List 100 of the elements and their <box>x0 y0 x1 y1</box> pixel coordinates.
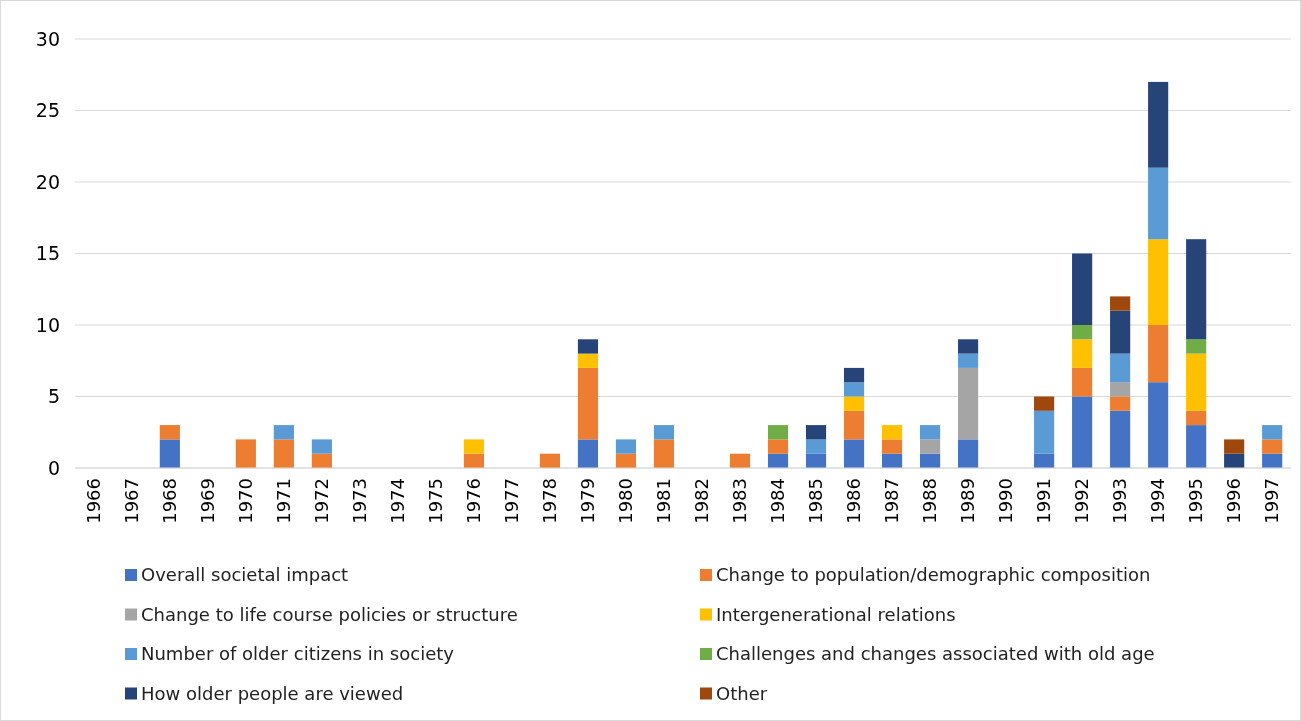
bar <box>577 367 599 440</box>
bar <box>881 425 903 440</box>
bar <box>1072 325 1093 340</box>
bar <box>881 439 903 454</box>
bar <box>920 425 941 440</box>
bar <box>729 453 751 468</box>
bar <box>539 453 561 468</box>
bar <box>311 439 332 454</box>
bar <box>463 439 485 454</box>
bar <box>235 439 256 468</box>
legend-label: Change to life course policies or structure <box>141 603 518 625</box>
bar <box>1148 167 1169 240</box>
y-tick-label: 30 <box>35 27 60 50</box>
y-tick-label: 15 <box>35 242 60 265</box>
bar <box>805 425 827 440</box>
bar <box>577 439 599 468</box>
bar <box>463 453 485 468</box>
x-tick-label: 1989 <box>957 478 979 524</box>
bar <box>1072 253 1093 325</box>
bar <box>1224 453 1245 468</box>
bar <box>577 339 599 354</box>
x-tick-label: 1972 <box>311 478 333 524</box>
bar <box>843 410 865 440</box>
bar <box>1148 81 1169 168</box>
bar <box>1148 239 1169 325</box>
legend-label: Number of older citizens in society <box>141 643 455 665</box>
x-tick-label: 1975 <box>425 478 447 524</box>
bar <box>958 439 979 468</box>
bar <box>577 353 599 368</box>
x-tick-label: 1968 <box>159 478 181 524</box>
bar <box>653 439 675 468</box>
bar <box>1148 382 1169 468</box>
x-tick-label: 1996 <box>1223 478 1245 524</box>
legend-label: Change to population/demographic composition <box>716 564 1151 586</box>
x-tick-label: 1979 <box>577 478 599 524</box>
bar <box>1262 425 1283 440</box>
x-tick-label: 1978 <box>539 478 561 524</box>
y-tick-label: 20 <box>35 170 60 193</box>
x-tick-label: 1982 <box>691 478 713 524</box>
x-tick-label: 1977 <box>501 478 523 524</box>
bar <box>1186 353 1207 411</box>
bar <box>1186 239 1207 340</box>
bar <box>1072 339 1093 368</box>
bar <box>1186 425 1207 468</box>
x-tick-label: 1995 <box>1185 478 1207 524</box>
y-tick-label: 0 <box>47 456 60 479</box>
x-tick-label: 1997 <box>1261 478 1283 524</box>
x-tick-label: 1981 <box>653 478 675 524</box>
bar <box>1186 339 1207 354</box>
bar <box>1110 310 1131 354</box>
bar <box>881 453 903 468</box>
legend-label: Intergenerational relations <box>716 603 956 625</box>
bar <box>1072 396 1093 468</box>
bar <box>159 439 180 468</box>
x-tick-label: 1986 <box>843 478 865 524</box>
x-tick-label: 1976 <box>463 478 485 524</box>
bar <box>1224 439 1245 454</box>
bar <box>311 453 332 468</box>
bar <box>843 439 865 468</box>
bar <box>653 425 675 440</box>
bar <box>1148 325 1169 383</box>
x-tick-label: 1988 <box>919 478 941 524</box>
bar <box>958 339 979 354</box>
bar <box>920 439 941 454</box>
x-tick-label: 1991 <box>1033 478 1055 524</box>
bar <box>1034 410 1055 454</box>
x-tick-label: 1987 <box>881 478 903 524</box>
x-tick-label: 1970 <box>235 478 257 524</box>
x-tick-label: 1985 <box>805 478 827 524</box>
y-tick-label: 10 <box>35 313 60 336</box>
bar <box>1034 396 1055 411</box>
bar <box>767 453 789 468</box>
x-tick-label: 1973 <box>349 478 371 524</box>
y-tick-label: 25 <box>35 99 60 122</box>
y-tick-label: 5 <box>47 385 60 408</box>
bar <box>958 367 979 440</box>
x-tick-label: 1984 <box>767 478 789 524</box>
bar <box>920 453 941 468</box>
x-tick-label: 1993 <box>1109 478 1131 524</box>
bar <box>1072 367 1093 397</box>
bar <box>843 382 865 397</box>
bar <box>1110 410 1131 468</box>
bar <box>273 425 294 440</box>
bar <box>1110 382 1131 397</box>
x-tick-label: 1971 <box>273 478 295 524</box>
bar <box>1110 353 1131 383</box>
bar <box>615 439 637 454</box>
bar <box>1110 396 1131 411</box>
bar <box>767 439 789 454</box>
bar <box>273 439 294 468</box>
x-tick-label: 1967 <box>121 478 143 524</box>
bar <box>843 396 865 411</box>
bar <box>1034 453 1055 468</box>
bar <box>805 439 827 454</box>
x-tick-label: 1983 <box>729 478 751 524</box>
x-tick-label: 1994 <box>1147 478 1169 524</box>
x-tick-label: 1992 <box>1071 478 1093 524</box>
bar <box>159 425 180 440</box>
x-tick-label: 1980 <box>615 478 637 524</box>
x-tick-label: 1966 <box>83 478 105 524</box>
